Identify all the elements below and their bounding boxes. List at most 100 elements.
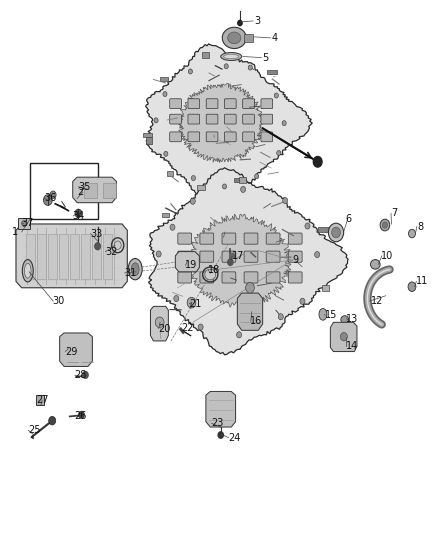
Ellipse shape <box>382 222 388 228</box>
Circle shape <box>49 416 56 425</box>
Bar <box>144 133 152 138</box>
Text: 23: 23 <box>211 418 223 429</box>
FancyBboxPatch shape <box>244 233 258 244</box>
FancyBboxPatch shape <box>178 251 191 262</box>
Polygon shape <box>30 435 34 439</box>
Circle shape <box>238 20 242 26</box>
Circle shape <box>82 371 88 378</box>
Ellipse shape <box>408 282 416 292</box>
Circle shape <box>237 332 242 338</box>
Circle shape <box>278 314 283 320</box>
Ellipse shape <box>131 263 139 276</box>
Text: 11: 11 <box>417 277 429 286</box>
Text: 3: 3 <box>255 16 261 26</box>
Text: 32: 32 <box>106 247 118 256</box>
Circle shape <box>246 282 254 293</box>
FancyBboxPatch shape <box>170 132 181 142</box>
FancyBboxPatch shape <box>170 99 181 109</box>
Polygon shape <box>150 306 168 341</box>
Text: 34: 34 <box>73 211 85 221</box>
Circle shape <box>224 64 228 69</box>
Polygon shape <box>146 44 312 203</box>
Ellipse shape <box>222 27 246 49</box>
Ellipse shape <box>25 263 31 278</box>
Text: 10: 10 <box>381 251 393 261</box>
FancyBboxPatch shape <box>243 132 254 142</box>
Circle shape <box>21 220 27 227</box>
Circle shape <box>305 223 310 229</box>
Text: 21: 21 <box>189 298 201 309</box>
Ellipse shape <box>328 223 344 242</box>
Circle shape <box>155 317 164 328</box>
Polygon shape <box>237 293 263 330</box>
Polygon shape <box>148 168 348 355</box>
Circle shape <box>187 297 196 308</box>
Bar <box>92 234 101 279</box>
Text: 1: 1 <box>12 227 18 237</box>
Ellipse shape <box>341 316 349 324</box>
Text: 7: 7 <box>392 208 398 219</box>
Text: 13: 13 <box>346 313 358 324</box>
Circle shape <box>164 151 168 156</box>
Bar <box>26 234 35 279</box>
Circle shape <box>154 118 158 123</box>
Text: 19: 19 <box>185 261 197 270</box>
Bar <box>103 182 117 198</box>
Circle shape <box>248 65 252 70</box>
Circle shape <box>218 432 223 438</box>
Text: 35: 35 <box>78 182 91 192</box>
Text: 15: 15 <box>325 310 337 320</box>
Text: 37: 37 <box>21 218 34 228</box>
Circle shape <box>191 175 195 181</box>
Ellipse shape <box>332 227 340 238</box>
Circle shape <box>314 252 320 257</box>
Bar <box>267 70 277 74</box>
Bar <box>321 285 329 291</box>
Text: 2: 2 <box>77 187 83 197</box>
FancyBboxPatch shape <box>288 251 302 262</box>
FancyBboxPatch shape <box>266 251 280 262</box>
Circle shape <box>240 187 246 192</box>
Ellipse shape <box>223 54 239 59</box>
Circle shape <box>43 195 52 205</box>
Text: 25: 25 <box>28 425 40 435</box>
Bar <box>202 52 209 58</box>
FancyBboxPatch shape <box>200 233 214 244</box>
Text: 33: 33 <box>90 229 102 239</box>
Circle shape <box>223 184 226 189</box>
FancyBboxPatch shape <box>243 114 254 124</box>
Text: 24: 24 <box>229 433 241 443</box>
Circle shape <box>300 298 305 304</box>
FancyBboxPatch shape <box>244 272 258 283</box>
Circle shape <box>198 324 203 330</box>
Polygon shape <box>16 224 127 288</box>
Text: 8: 8 <box>418 222 424 232</box>
Circle shape <box>170 224 175 230</box>
Bar <box>48 234 57 279</box>
FancyBboxPatch shape <box>222 251 236 262</box>
Text: 20: 20 <box>159 324 171 334</box>
FancyBboxPatch shape <box>188 114 200 124</box>
FancyBboxPatch shape <box>200 272 214 283</box>
Text: 9: 9 <box>292 255 298 265</box>
Bar <box>36 395 44 405</box>
FancyBboxPatch shape <box>178 272 191 283</box>
Polygon shape <box>60 333 92 367</box>
Bar <box>37 234 46 279</box>
Polygon shape <box>330 322 357 352</box>
FancyBboxPatch shape <box>188 132 200 142</box>
Circle shape <box>254 174 259 179</box>
Ellipse shape <box>221 53 242 61</box>
Circle shape <box>313 157 322 167</box>
Circle shape <box>75 209 82 217</box>
Circle shape <box>277 150 281 156</box>
Bar <box>84 182 97 198</box>
Bar <box>318 227 328 232</box>
FancyBboxPatch shape <box>266 233 280 244</box>
FancyBboxPatch shape <box>244 251 258 262</box>
Polygon shape <box>178 83 264 163</box>
FancyBboxPatch shape <box>224 99 236 109</box>
FancyBboxPatch shape <box>206 99 218 109</box>
Circle shape <box>95 243 101 250</box>
FancyBboxPatch shape <box>170 114 181 124</box>
